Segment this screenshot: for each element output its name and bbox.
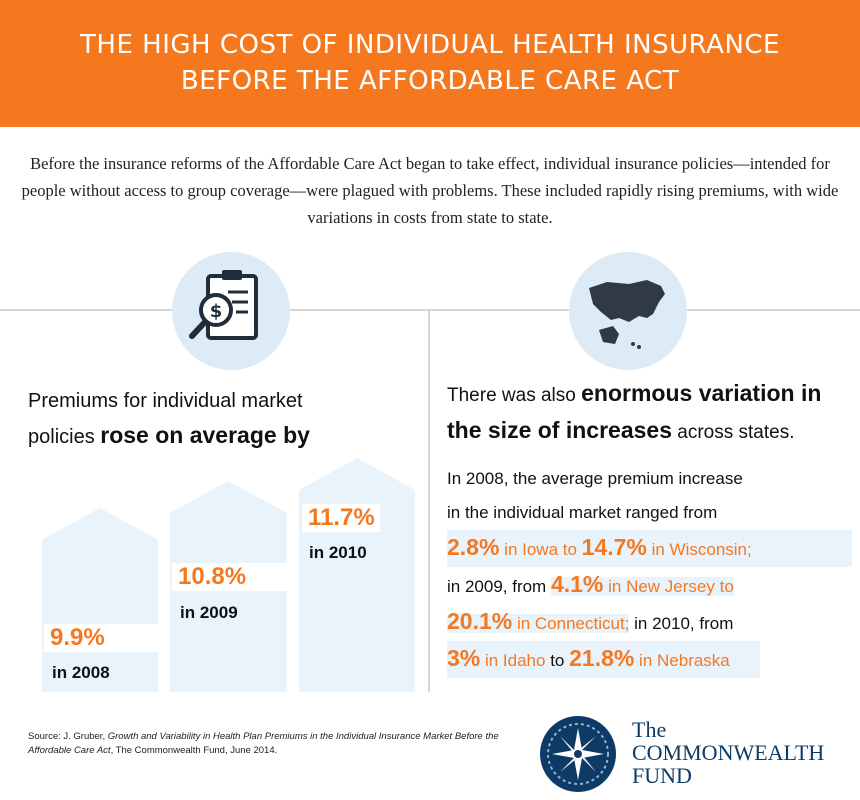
range-2009-end: 20.1% in Connecticut; in 2010, from <box>447 608 734 634</box>
right-heading-bold: enormous variation in the size of increa… <box>447 380 822 443</box>
commonwealth-fund-seal-icon <box>538 714 618 799</box>
logo-line3: FUND <box>632 763 692 788</box>
right-heading: There was also enormous variation in the… <box>447 376 852 450</box>
range-2009: in 2009, from 4.1% in New Jersey to <box>447 571 734 597</box>
left-heading-line1: Premiums for individual market <box>28 390 303 412</box>
divider-left-a <box>0 309 172 311</box>
intro-paragraph: Before the insurance reforms of the Affo… <box>21 154 839 227</box>
right-body-line1: In 2008, the average premium increase <box>447 469 743 488</box>
left-heading-line2: policies <box>28 426 101 448</box>
range-2008: 2.8% in Iowa to 14.7% in Wisconsin; <box>447 530 852 567</box>
us-map-icon <box>569 252 687 370</box>
header-title-line2: BEFORE THE AFFORDABLE CARE ACT <box>180 66 680 96</box>
right-heading-part1: There was also <box>447 385 582 406</box>
source-citation: Source: J. Gruber, Growth and Variabilit… <box>28 731 499 756</box>
right-heading-part2: across states. <box>672 422 795 443</box>
commonwealth-fund-logo-text: The COMMONWEALTH FUND <box>632 718 824 787</box>
bar-year-2009: in 2009 <box>180 603 238 622</box>
divider-right <box>687 309 860 311</box>
divider-vertical <box>428 309 430 692</box>
logo-line1: The <box>632 717 667 742</box>
range-2010: 3% in Idaho to 21.8% in Nebraska <box>447 641 760 678</box>
svg-text:$: $ <box>210 301 223 322</box>
right-body: In 2008, the average premium increase in… <box>447 462 852 678</box>
header-banner: THE HIGH COST OF INDIVIDUAL HEALTH INSUR… <box>0 0 860 127</box>
bar-year-2010: in 2010 <box>309 543 367 562</box>
clipboard-dollar-magnifier-icon: $ <box>172 252 290 370</box>
logo-line2: COMMONWEALTH <box>632 740 825 765</box>
right-body-line2: in the individual market ranged from <box>447 503 718 522</box>
bar-value-2008: 9.9% <box>44 624 162 652</box>
bar-year-2008: in 2008 <box>52 663 110 682</box>
left-heading: Premiums for individual market policies … <box>28 384 310 454</box>
bar-value-2010: 11.7% <box>302 504 380 532</box>
left-heading-bold: rose on average by <box>100 422 310 448</box>
bar-2010 <box>299 458 415 692</box>
bar-value-2009: 10.8% <box>172 563 290 591</box>
header-title-line1: THE HIGH COST OF INDIVIDUAL HEALTH INSUR… <box>80 30 780 60</box>
